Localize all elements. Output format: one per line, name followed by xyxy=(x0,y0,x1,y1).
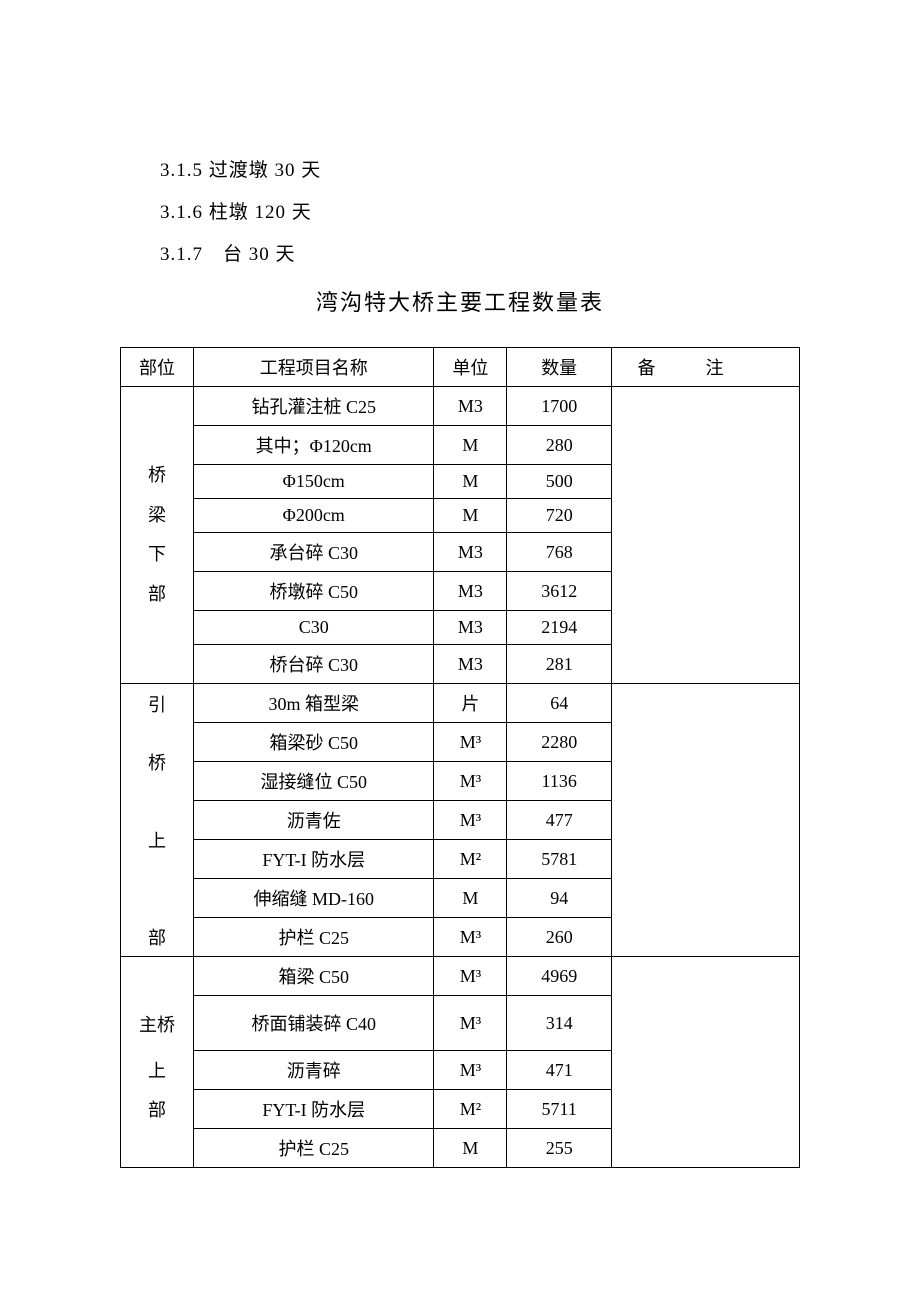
cell-name: 承台碎 C30 xyxy=(194,533,434,572)
cell-unit: M³ xyxy=(434,918,507,957)
cell-unit: M xyxy=(434,1129,507,1168)
cell-unit: M3 xyxy=(434,611,507,645)
section-label-2a: 引 xyxy=(121,684,194,723)
cell-qty: 768 xyxy=(507,533,611,572)
cell-qty: 477 xyxy=(507,801,611,840)
table-title: 湾沟特大桥主要工程数量表 xyxy=(120,285,800,317)
cell-qty: 471 xyxy=(507,1051,611,1090)
cell-name: 伸缩缝 MD-160 xyxy=(194,879,434,918)
cell-qty: 4969 xyxy=(507,957,611,996)
cell-name: 30m 箱型梁 xyxy=(194,684,434,723)
quantity-table: 部位 工程项目名称 单位 数量 备注 桥梁下部 钻孔灌注桩 C25 M3 170… xyxy=(120,347,800,1168)
cell-unit: M xyxy=(434,879,507,918)
cell-qty: 5781 xyxy=(507,840,611,879)
cell-name: 护栏 C25 xyxy=(194,918,434,957)
text-line-3: 3.1.7 台 30 天 xyxy=(160,234,800,276)
cell-qty: 720 xyxy=(507,499,611,533)
cell-name: 沥青佐 xyxy=(194,801,434,840)
cell-name: 箱梁 C50 xyxy=(194,957,434,996)
cell-unit: 片 xyxy=(434,684,507,723)
cell-qty: 280 xyxy=(507,426,611,465)
section-label-3-empty xyxy=(121,957,194,996)
cell-unit: M² xyxy=(434,840,507,879)
cell-unit: M³ xyxy=(434,762,507,801)
intro-text-block: 3.1.5 过渡墩 30 天 3.1.6 柱墩 120 天 3.1.7 台 30… xyxy=(160,150,800,275)
header-name: 工程项目名称 xyxy=(194,348,434,387)
section-label-2c: 上 xyxy=(121,801,194,879)
cell-qty: 255 xyxy=(507,1129,611,1168)
cell-name: 湿接缝位 C50 xyxy=(194,762,434,801)
section-label-3a: 主桥 xyxy=(121,996,194,1051)
header-unit: 单位 xyxy=(434,348,507,387)
cell-unit: M3 xyxy=(434,533,507,572)
table-row: 引 30m 箱型梁 片 64 xyxy=(121,684,800,723)
cell-unit: M xyxy=(434,426,507,465)
cell-unit: M² xyxy=(434,1090,507,1129)
section-label-3b: 上 xyxy=(121,1051,194,1090)
table-row: 桥梁下部 钻孔灌注桩 C25 M3 1700 xyxy=(121,387,800,426)
cell-qty: 64 xyxy=(507,684,611,723)
cell-qty: 3612 xyxy=(507,572,611,611)
cell-qty: 5711 xyxy=(507,1090,611,1129)
header-section: 部位 xyxy=(121,348,194,387)
cell-qty: 260 xyxy=(507,918,611,957)
header-qty: 数量 xyxy=(507,348,611,387)
cell-unit: M3 xyxy=(434,387,507,426)
cell-unit: M3 xyxy=(434,645,507,684)
text-line-1: 3.1.5 过渡墩 30 天 xyxy=(160,150,800,192)
cell-qty: 1700 xyxy=(507,387,611,426)
cell-name: 钻孔灌注桩 C25 xyxy=(194,387,434,426)
cell-name: 其中；Φ120cm xyxy=(194,426,434,465)
cell-remark xyxy=(611,684,799,957)
cell-qty: 1136 xyxy=(507,762,611,801)
table-row: 箱梁 C50 M³ 4969 xyxy=(121,957,800,996)
cell-unit: M xyxy=(434,499,507,533)
header-remark: 备注 xyxy=(611,348,799,387)
cell-qty: 314 xyxy=(507,996,611,1051)
cell-qty: 2280 xyxy=(507,723,611,762)
cell-name: 护栏 C25 xyxy=(194,1129,434,1168)
cell-remark xyxy=(611,957,799,1168)
cell-name: 箱梁砂 C50 xyxy=(194,723,434,762)
cell-unit: M3 xyxy=(434,572,507,611)
section-label-2b: 桥 xyxy=(121,723,194,801)
cell-name: 沥青碎 xyxy=(194,1051,434,1090)
cell-qty: 281 xyxy=(507,645,611,684)
cell-name: FYT-I 防水层 xyxy=(194,840,434,879)
cell-unit: M³ xyxy=(434,996,507,1051)
section-label-1: 桥梁下部 xyxy=(121,387,194,684)
section-label-3c: 部 xyxy=(121,1090,194,1168)
cell-name: 桥墩碎 C50 xyxy=(194,572,434,611)
cell-unit: M³ xyxy=(434,1051,507,1090)
cell-unit: M³ xyxy=(434,957,507,996)
text-line-2: 3.1.6 柱墩 120 天 xyxy=(160,192,800,234)
cell-name: Φ200cm xyxy=(194,499,434,533)
cell-name: 桥台碎 C30 xyxy=(194,645,434,684)
cell-name: FYT-I 防水层 xyxy=(194,1090,434,1129)
cell-unit: M xyxy=(434,465,507,499)
cell-name: 桥面铺装碎 C40 xyxy=(194,996,434,1051)
cell-unit: M³ xyxy=(434,723,507,762)
cell-name: C30 xyxy=(194,611,434,645)
table-header-row: 部位 工程项目名称 单位 数量 备注 xyxy=(121,348,800,387)
section-label-2d: 部 xyxy=(121,879,194,957)
cell-qty: 2194 xyxy=(507,611,611,645)
cell-unit: M³ xyxy=(434,801,507,840)
cell-name: Φ150cm xyxy=(194,465,434,499)
cell-qty: 94 xyxy=(507,879,611,918)
cell-remark xyxy=(611,387,799,684)
cell-qty: 500 xyxy=(507,465,611,499)
